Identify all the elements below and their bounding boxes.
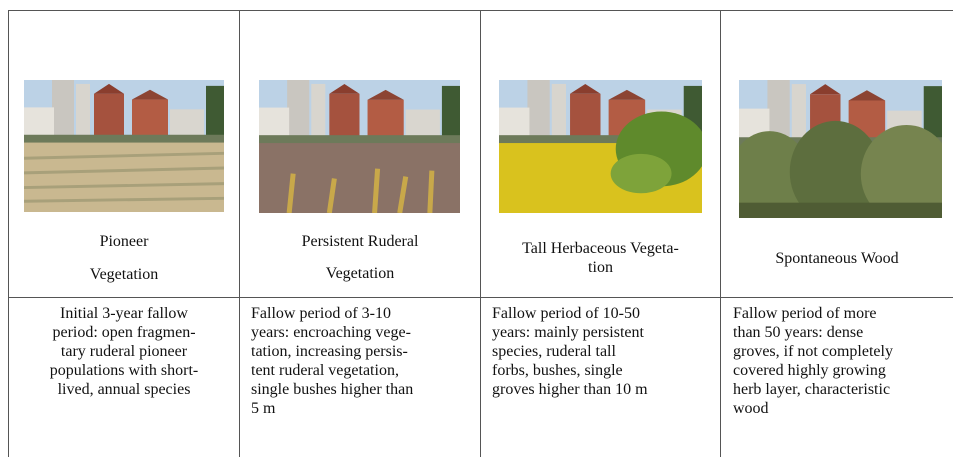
description-line: than 50 years: dense xyxy=(733,324,864,341)
photo xyxy=(24,80,224,212)
cell-title: Pioneer Vegetation xyxy=(9,222,239,294)
description-line: forbs, bushes, single xyxy=(492,362,623,379)
cell-description: Initial 3-year fallow period: open fragme… xyxy=(9,304,239,399)
title-line: Vegetation xyxy=(89,266,159,283)
title-line: Vegetation xyxy=(325,265,395,282)
description-line: period: open fragmen- xyxy=(52,324,196,341)
description-line: tary ruderal pioneer xyxy=(60,343,188,360)
cell-border xyxy=(480,10,481,457)
description-line: groves, if not completely xyxy=(733,343,893,360)
description-line: Initial 3-year fallow xyxy=(60,305,188,322)
description-line: Fallow period of more xyxy=(733,305,877,322)
title-line: Tall Herbaceous Vegeta- xyxy=(522,240,679,257)
description-line: tent ruderal vegetation, xyxy=(251,362,399,379)
description-line: single bushes higher than xyxy=(251,381,414,398)
cell-description: Fallow period of 10-50 years: mainly pers… xyxy=(492,304,720,399)
description-line: Fallow period of 3-10 xyxy=(251,305,391,322)
photo xyxy=(739,80,942,218)
cell-border xyxy=(720,10,721,457)
cell-description: Fallow period of more than 50 years: dens… xyxy=(733,304,953,418)
cell-border xyxy=(8,10,953,11)
description-line: years: encroaching vege- xyxy=(251,324,411,341)
description-line: populations with short- xyxy=(49,362,199,379)
cell-border xyxy=(8,10,9,457)
description-line: Fallow period of 10-50 xyxy=(492,305,640,322)
title-line: Pioneer xyxy=(99,233,149,250)
description-line: covered highly growing xyxy=(733,362,886,379)
cell-title: Spontaneous Wood xyxy=(721,222,953,294)
photo xyxy=(499,80,702,213)
description-line: groves higher than 10 m xyxy=(492,381,648,398)
description-line: tation, increasing persis- xyxy=(251,343,408,360)
title-line: Persistent Ruderal xyxy=(301,233,419,250)
description-line: species, ruderal tall xyxy=(492,343,616,360)
description-line: lived, annual species xyxy=(57,381,191,398)
cell-border xyxy=(8,297,953,298)
title-line: tion xyxy=(588,259,613,276)
title-line: Spontaneous Wood xyxy=(775,249,899,267)
description-line: 5 m xyxy=(251,400,276,417)
photo xyxy=(259,80,460,213)
description-line: wood xyxy=(733,400,769,417)
description-line: years: mainly persistent xyxy=(492,324,644,341)
cell-title: Tall Herbaceous Vegeta-tion xyxy=(481,222,720,294)
description-line: herb layer, characteristic xyxy=(733,381,891,398)
cell-border xyxy=(239,10,240,457)
cell-title: Persistent Ruderal Vegetation xyxy=(240,222,480,294)
cell-description: Fallow period of 3-10 years: encroaching … xyxy=(251,304,479,418)
